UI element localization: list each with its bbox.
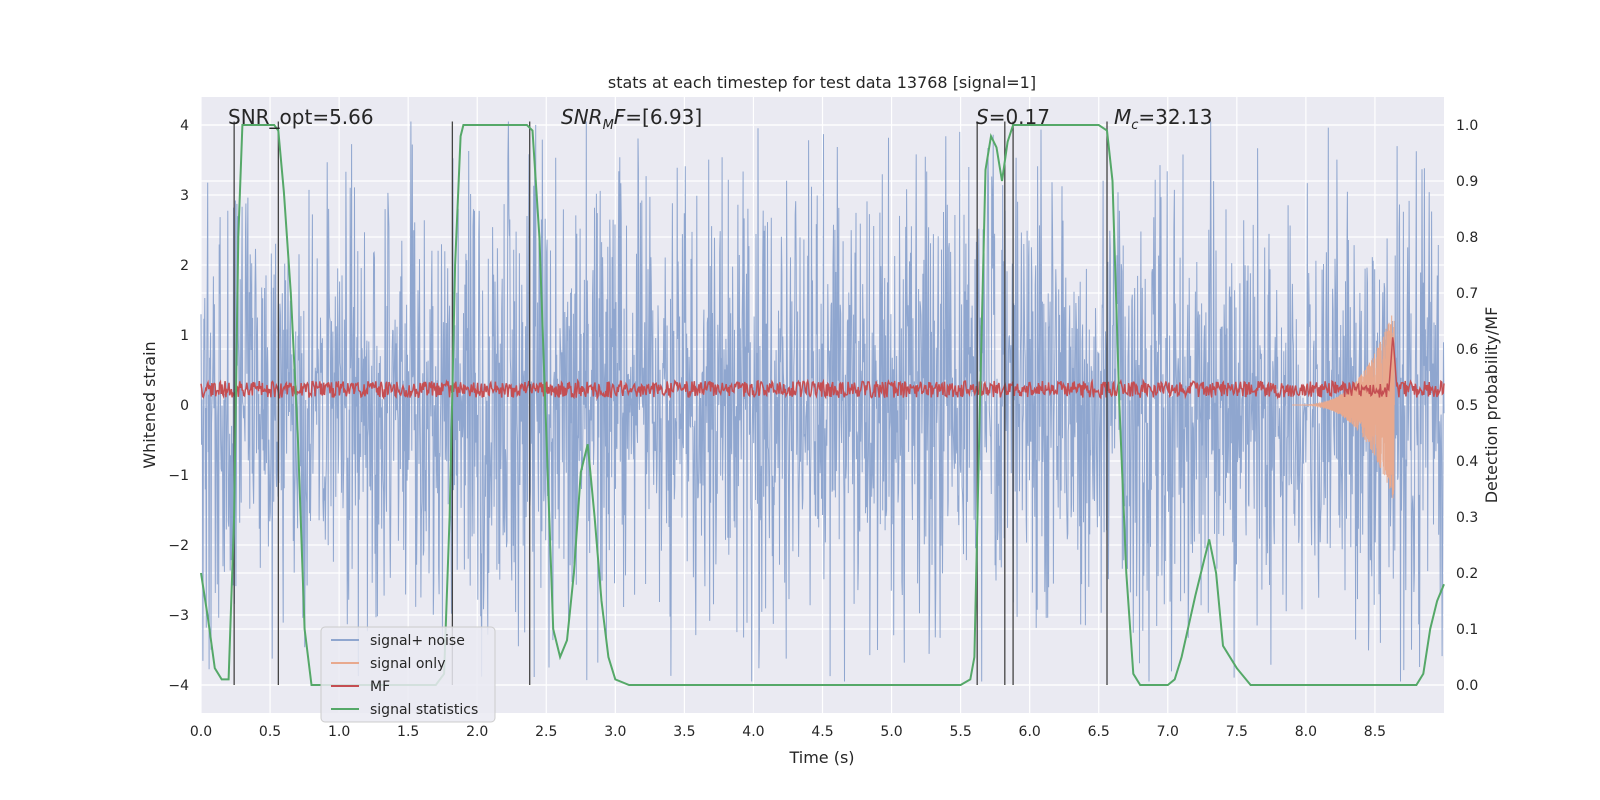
y-axis-label: Whitened strain xyxy=(140,341,159,468)
y-tick-label: 3 xyxy=(180,188,189,204)
signal-statistics-series xyxy=(200,124,1445,686)
y-ticks: −4 −3 −2 −1 0 1 2 3 4 xyxy=(168,118,189,694)
y2-tick-label: 0.9 xyxy=(1456,174,1478,190)
x-tick-label: 2.0 xyxy=(466,724,488,740)
x-tick-label: 4.0 xyxy=(742,724,764,740)
y-tick-label: 1 xyxy=(180,328,189,344)
signal-only-line xyxy=(1292,315,1395,499)
y-tick-label: −3 xyxy=(168,608,189,624)
x-axis-label: Time (s) xyxy=(788,748,854,767)
legend: signal+ noise signal only MF signal stat… xyxy=(320,626,496,723)
y2-axis-label: Detection probability/MF xyxy=(1482,307,1501,504)
x-tick-label: 0.5 xyxy=(259,724,281,740)
chart-title: stats at each timestep for test data 137… xyxy=(608,73,1036,92)
x-tick-label: 8.0 xyxy=(1295,724,1317,740)
y2-tick-label: 0.6 xyxy=(1456,342,1478,358)
x-ticks: 0.0 0.5 1.0 1.5 2.0 2.5 3.0 3.5 4.0 4.5 5.0 5.5 6.0 6… xyxy=(190,724,1386,740)
annotation-snr-mf: SNRMF=[6.93] xyxy=(561,105,702,133)
legend-label-signal-only: signal only xyxy=(370,656,445,672)
x-tick-label: 7.0 xyxy=(1157,724,1179,740)
mf-series xyxy=(200,337,1445,401)
x-tick-label: 3.5 xyxy=(673,724,695,740)
x-tick-label: 5.0 xyxy=(880,724,902,740)
annotation-s: S=0.17 xyxy=(976,105,1050,129)
y-tick-label: −1 xyxy=(168,468,189,484)
y2-tick-label: 0.3 xyxy=(1456,510,1478,526)
y-tick-label: 2 xyxy=(180,258,189,274)
legend-label-mf: MF xyxy=(370,679,390,695)
x-tick-label: 4.5 xyxy=(811,724,833,740)
x-tick-label: 6.5 xyxy=(1088,724,1110,740)
x-tick-label: 8.5 xyxy=(1364,724,1386,740)
x-tick-label: 3.0 xyxy=(604,724,626,740)
y2-tick-label: 0.7 xyxy=(1456,286,1478,302)
y2-ticks: 0.0 0.1 0.2 0.3 0.4 0.5 0.6 0.7 0.8 0.9 1.0 xyxy=(1456,118,1478,694)
y2-tick-label: 0.8 xyxy=(1456,230,1478,246)
annotation-mc: Mc=32.13 xyxy=(1114,105,1212,133)
y-tick-label: −4 xyxy=(168,678,189,694)
x-tick-label: 0.0 xyxy=(190,724,212,740)
x-tick-label: 5.5 xyxy=(949,724,971,740)
y-tick-label: 0 xyxy=(180,398,189,414)
legend-label-signal-noise: signal+ noise xyxy=(370,633,465,649)
legend-box xyxy=(320,626,496,723)
y-tick-label: −2 xyxy=(168,538,189,554)
y-tick-label: 4 xyxy=(180,118,189,134)
x-tick-label: 1.0 xyxy=(328,724,350,740)
y2-tick-label: 0.0 xyxy=(1456,678,1478,694)
y2-tick-label: 0.2 xyxy=(1456,566,1478,582)
x-tick-label: 2.5 xyxy=(535,724,557,740)
y2-tick-label: 1.0 xyxy=(1456,118,1478,134)
mf-line xyxy=(200,337,1445,401)
signal-noise-line xyxy=(200,121,1445,682)
annotation-snr-opt: SNR_opt=5.66 xyxy=(228,105,374,129)
signal-noise-series xyxy=(200,121,1445,682)
y2-tick-label: 0.5 xyxy=(1456,398,1478,414)
legend-label-signal-statistics: signal statistics xyxy=(370,702,478,718)
signal-statistics-line xyxy=(200,124,1445,686)
y2-tick-label: 0.1 xyxy=(1456,622,1478,638)
y2-tick-label: 0.4 xyxy=(1456,454,1478,470)
x-tick-label: 6.0 xyxy=(1019,724,1041,740)
x-tick-label: 1.5 xyxy=(397,724,419,740)
x-tick-label: 7.5 xyxy=(1226,724,1248,740)
signal-only-series xyxy=(1292,315,1395,499)
